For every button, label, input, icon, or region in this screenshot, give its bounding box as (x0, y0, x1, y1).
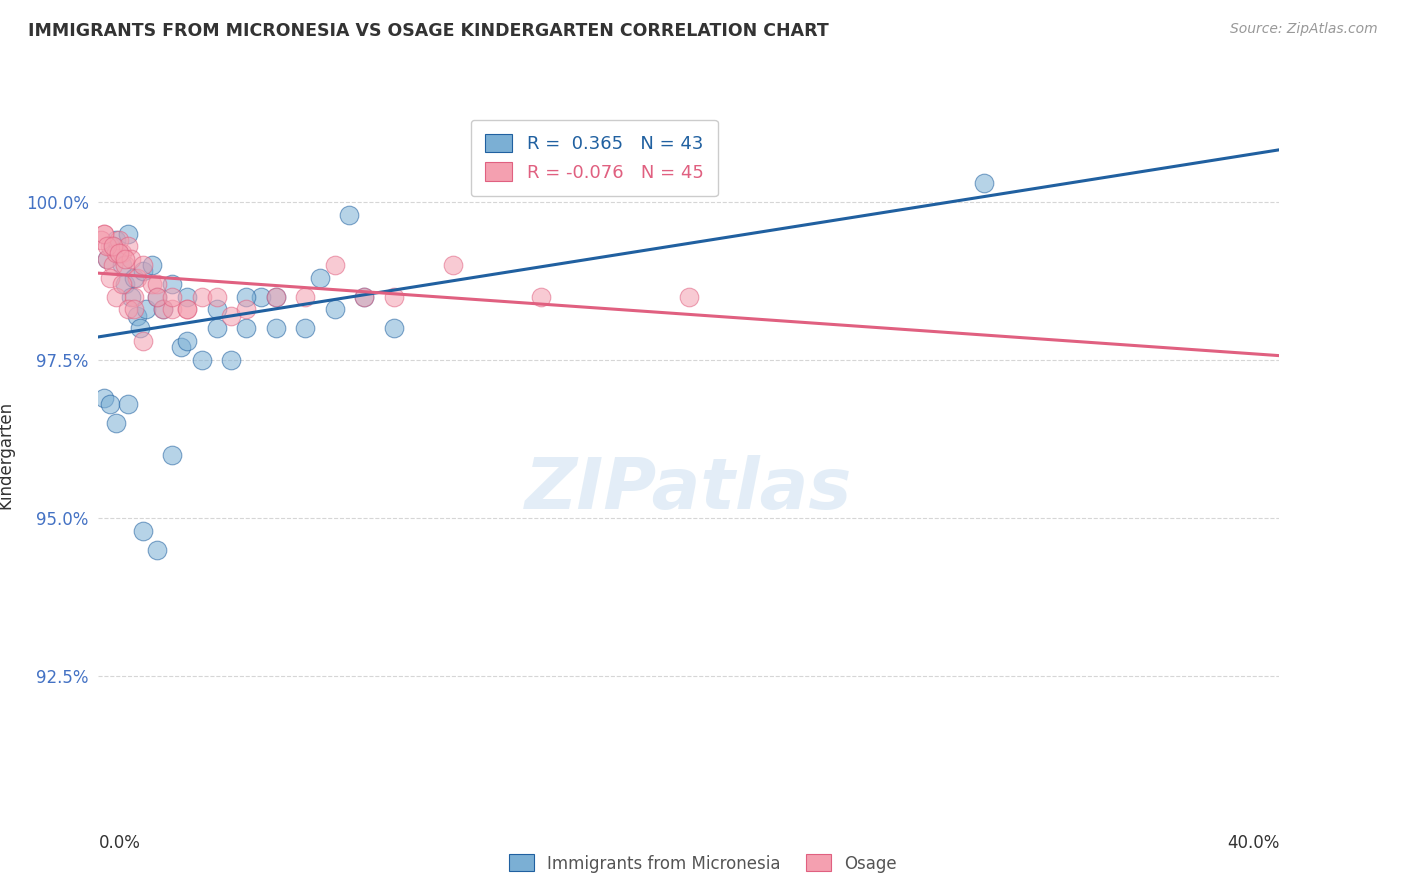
Point (219, 309, 243, 323)
Point (146, 277, 169, 292)
Point (176, 290, 198, 304)
Point (96, 252, 118, 266)
Point (146, 290, 169, 304)
Point (120, 252, 142, 266)
Point (117, 397, 139, 411)
Point (530, 290, 553, 304)
Point (441, 258, 464, 272)
Point (294, 290, 316, 304)
Point (93, 227, 115, 241)
Point (264, 321, 287, 335)
Legend: Immigrants from Micronesia, Osage: Immigrants from Micronesia, Osage (502, 847, 904, 880)
Point (146, 290, 169, 304)
Point (176, 302, 198, 317)
Point (98, 397, 121, 411)
Point (382, 321, 405, 335)
Point (108, 245, 131, 260)
Text: 0.0%: 0.0% (98, 834, 141, 852)
Point (205, 290, 228, 304)
Point (353, 290, 375, 304)
Point (122, 302, 145, 317)
Point (132, 334, 155, 348)
Point (114, 258, 136, 272)
Point (353, 290, 375, 304)
Point (205, 302, 228, 317)
Point (176, 334, 198, 348)
Point (235, 290, 257, 304)
Point (191, 290, 214, 304)
Text: IMMIGRANTS FROM MICRONESIA VS OSAGE KINDERGARTEN CORRELATION CHART: IMMIGRANTS FROM MICRONESIA VS OSAGE KIND… (28, 22, 830, 40)
Point (105, 417, 128, 431)
Point (111, 245, 134, 260)
Point (141, 258, 163, 272)
Point (122, 270, 145, 285)
Point (105, 245, 128, 260)
Point (111, 258, 134, 272)
Point (235, 321, 257, 335)
Point (162, 448, 183, 462)
Point (98, 270, 121, 285)
Point (152, 302, 174, 317)
Point (309, 270, 332, 285)
Point (111, 277, 134, 292)
Point (162, 302, 183, 317)
Point (250, 290, 273, 304)
Point (114, 252, 136, 266)
Point (117, 227, 139, 241)
Text: Source: ZipAtlas.com: Source: ZipAtlas.com (1230, 22, 1378, 37)
Point (125, 309, 148, 323)
Point (264, 290, 287, 304)
Point (323, 258, 346, 272)
Point (382, 290, 405, 304)
Point (132, 264, 155, 278)
Point (235, 302, 257, 317)
Point (117, 302, 139, 317)
Point (96, 239, 118, 253)
Text: 40.0%: 40.0% (1227, 834, 1279, 852)
Point (93, 391, 115, 405)
Text: ZIPatlas: ZIPatlas (526, 455, 852, 524)
Y-axis label: Kindergarten: Kindergarten (0, 401, 14, 509)
Legend: R =  0.365   N = 43, R = -0.076   N = 45: R = 0.365 N = 43, R = -0.076 N = 45 (471, 120, 718, 196)
Point (96, 252, 118, 266)
Point (973, 176, 995, 190)
Point (103, 239, 125, 253)
Point (191, 353, 214, 368)
Point (114, 277, 136, 292)
Point (135, 302, 157, 317)
Point (176, 302, 198, 317)
Point (105, 290, 128, 304)
Point (93, 227, 115, 241)
Point (108, 245, 131, 260)
Point (294, 321, 316, 335)
Point (98, 239, 121, 253)
Point (108, 233, 131, 247)
Point (103, 258, 125, 272)
Point (337, 208, 360, 222)
Point (205, 321, 228, 335)
Point (117, 239, 139, 253)
Point (219, 353, 243, 368)
Point (170, 340, 193, 354)
Point (132, 258, 155, 272)
Point (162, 290, 183, 304)
Point (125, 270, 148, 285)
Point (264, 290, 287, 304)
Point (141, 277, 163, 292)
Point (120, 290, 142, 304)
Point (128, 321, 150, 335)
Point (162, 277, 183, 292)
Point (122, 290, 145, 304)
Point (132, 524, 155, 538)
Point (678, 290, 700, 304)
Point (152, 302, 174, 317)
Point (323, 302, 346, 317)
Point (103, 239, 125, 253)
Point (105, 233, 128, 247)
Point (90, 233, 112, 247)
Point (146, 542, 169, 557)
